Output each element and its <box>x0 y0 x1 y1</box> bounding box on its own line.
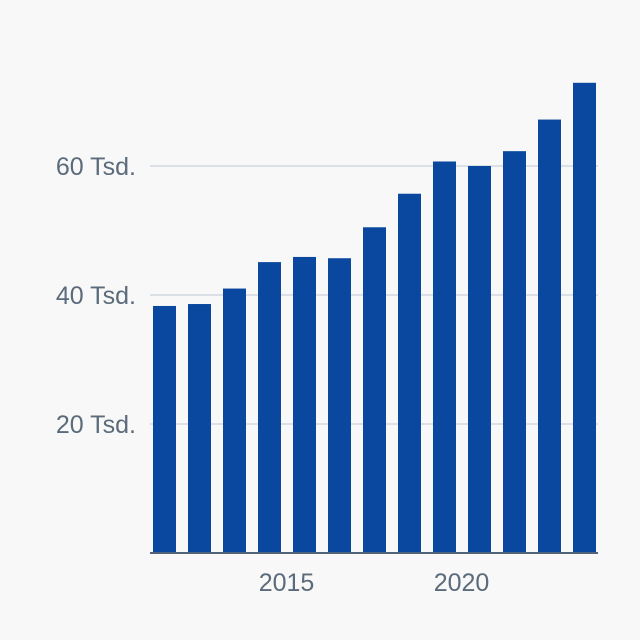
bars <box>153 82 596 554</box>
bar-2012 <box>153 305 176 553</box>
bar-2021 <box>468 166 491 553</box>
bar-2019 <box>398 193 421 554</box>
bar-2022 <box>503 151 526 554</box>
bar-2013 <box>188 304 211 553</box>
y-tick-label: 20 Tsd. <box>56 411 136 439</box>
bar-2017 <box>328 258 351 553</box>
x-tick-label: 2015 <box>259 569 315 597</box>
bar-2014 <box>223 288 246 553</box>
y-tick-label: 60 Tsd. <box>56 153 136 181</box>
bar-2018 <box>363 227 386 553</box>
bar-2023 <box>538 119 561 553</box>
tick-labels: 20 Tsd. 40 Tsd. 60 Tsd. 2015 2020 <box>56 153 489 597</box>
bar-2016 <box>293 256 316 553</box>
y-tick-label: 40 Tsd. <box>56 282 136 310</box>
bar-2020 <box>433 161 456 554</box>
bar-2015 <box>258 262 281 553</box>
bar-2024 <box>573 82 596 554</box>
x-tick-label: 2020 <box>434 569 490 597</box>
